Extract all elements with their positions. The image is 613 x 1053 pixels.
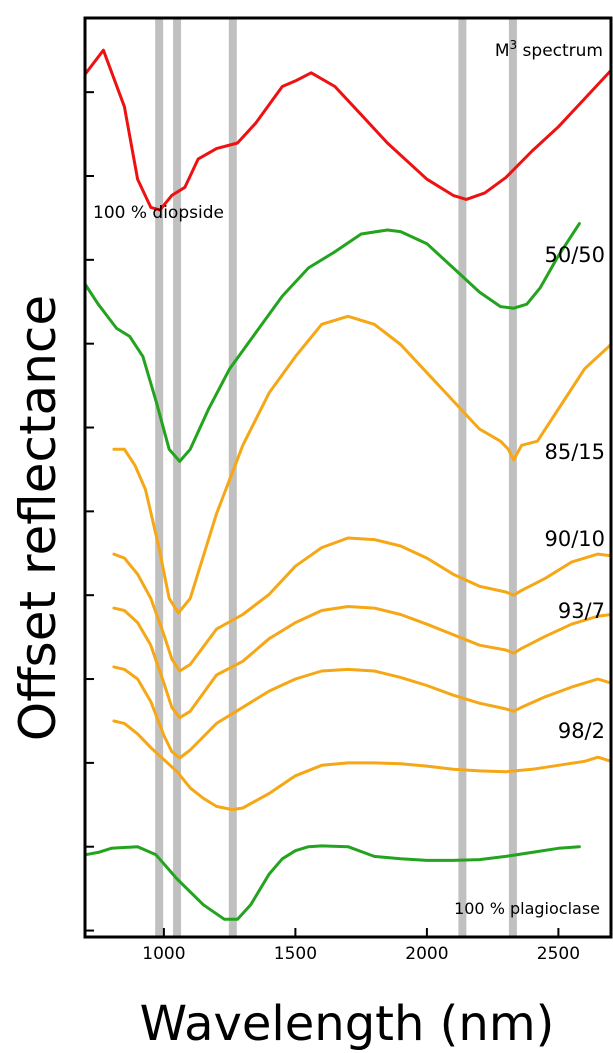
y-axis-title: Offset reflectance [9,295,67,741]
x-tick-label: 1000 [142,944,185,964]
x-tick-label: 1500 [274,944,317,964]
series-label-6: 98/2 [558,719,605,743]
x-axis-title: Wavelength (nm) [140,996,555,1052]
absorption-band [155,18,164,937]
series-line-5 [112,665,613,760]
series-line-1 [83,222,581,463]
series-line-4 [112,605,613,720]
series-line-0 [83,48,613,212]
series-line-3 [112,536,613,673]
series-lines [83,48,613,921]
series-label-2: 50/50 [544,243,605,267]
absorption-band [173,18,182,937]
absorption-band-markers [155,18,517,937]
series-line-6 [112,719,613,812]
series-label-0: M3 spectrum [495,38,603,61]
plot-frame [83,16,613,939]
series-label-1: 100 % diopside [93,203,224,223]
x-tick-label: 2500 [537,944,580,964]
series-label-5: 93/7 [558,599,605,623]
absorption-band [508,18,517,937]
series-line-2 [112,314,613,615]
series-label-3: 85/15 [544,440,605,464]
y-axis-ticks [85,91,94,932]
absorption-band [458,18,467,937]
series-labels: M3 spectrum 100 % diopside 50/50 85/15 90/10… [93,38,605,918]
absorption-band [228,18,237,937]
x-axis-ticks: 1000 1500 2000 2500 [142,928,580,964]
series-label-7: 100 % plagioclase [454,899,600,918]
x-tick-label: 2000 [405,944,448,964]
series-line-7 [83,844,581,921]
series-label-4: 90/10 [544,527,605,551]
